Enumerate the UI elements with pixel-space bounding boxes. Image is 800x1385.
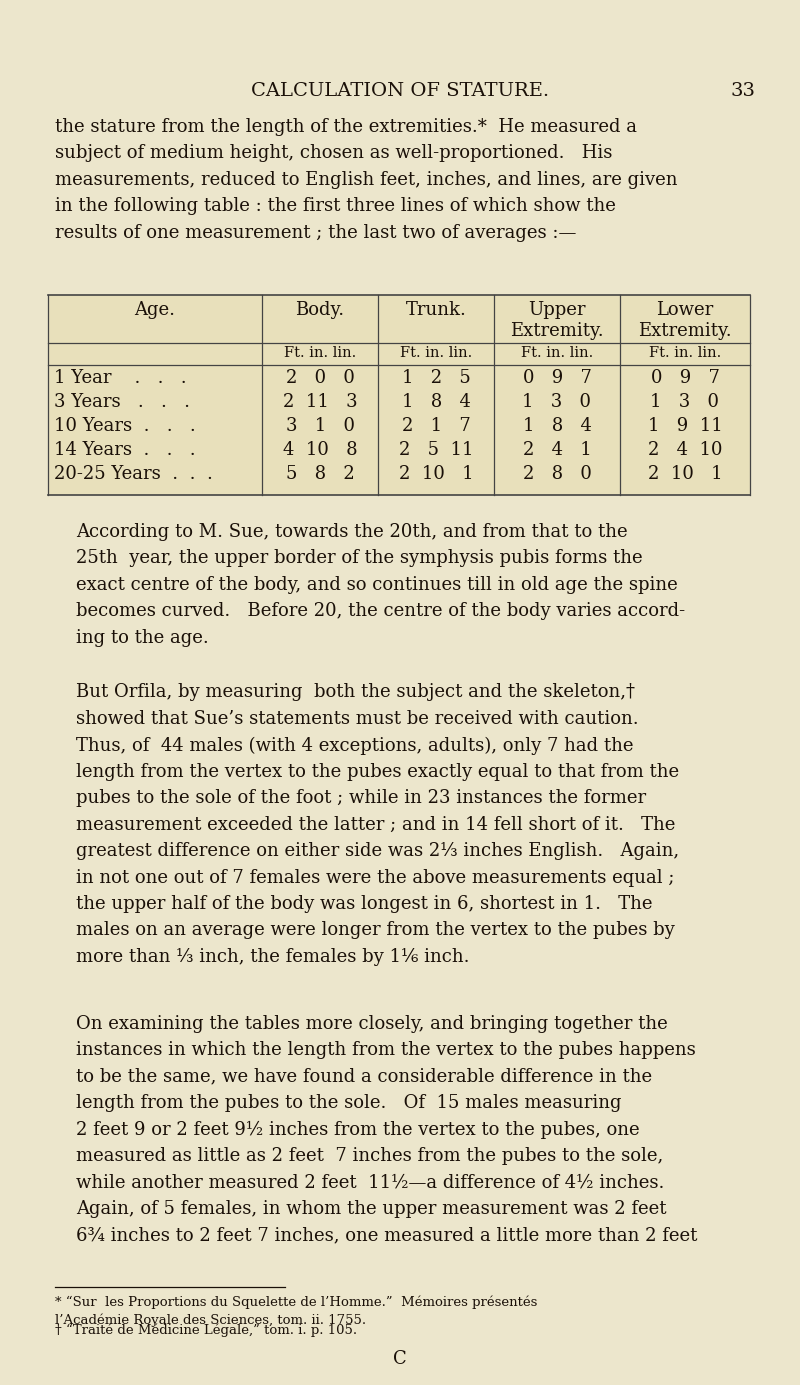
Text: 0   9   7: 0 9 7 [522,368,591,386]
Text: Ft. in. lin.: Ft. in. lin. [649,346,721,360]
Text: Body.: Body. [295,301,345,319]
Text: 2   4   1: 2 4 1 [522,440,591,458]
Text: 5   8   2: 5 8 2 [286,465,354,483]
Text: 2   0   0: 2 0 0 [286,368,354,386]
Text: C: C [393,1350,407,1368]
Text: Upper
Extremity.: Upper Extremity. [510,301,604,341]
Text: 20-25 Years  .  .  .: 20-25 Years . . . [54,465,213,483]
Text: Ft. in. lin.: Ft. in. lin. [400,346,472,360]
Text: 1   2   5: 1 2 5 [402,368,470,386]
Text: 14 Years  .   .   .: 14 Years . . . [54,440,196,458]
Text: 3 Years   .   .   .: 3 Years . . . [54,393,190,411]
Text: 2   5  11: 2 5 11 [398,440,474,458]
Text: Trunk.: Trunk. [406,301,466,319]
Text: 1   8   4: 1 8 4 [522,417,591,435]
Text: Lower
Extremity.: Lower Extremity. [638,301,732,341]
Text: * “Sur  les Proportions du Squelette de l’Homme.”  Mémoires présentés
l’Académie: * “Sur les Proportions du Squelette de l… [55,1295,538,1327]
Text: † “Traité de Médicine Légale,” tom. i. p. 105.: † “Traité de Médicine Légale,” tom. i. p… [55,1324,357,1337]
Text: the stature from the length of the extremities.*  He measured a
subject of mediu: the stature from the length of the extre… [55,118,678,241]
Text: 1   8   4: 1 8 4 [402,393,470,411]
Text: 1   3   0: 1 3 0 [650,393,719,411]
Text: 2   1   7: 2 1 7 [402,417,470,435]
Text: Ft. in. lin.: Ft. in. lin. [521,346,593,360]
Text: 2   4  10: 2 4 10 [648,440,722,458]
Text: 2   8   0: 2 8 0 [522,465,591,483]
Text: But Orfila, by measuring  both the subject and the skeleton,†
showed that Sue’s : But Orfila, by measuring both the subjec… [76,683,679,965]
Text: CALCULATION OF STATURE.: CALCULATION OF STATURE. [251,82,549,100]
Text: 1   3   0: 1 3 0 [522,393,591,411]
Text: 10 Years  .   .   .: 10 Years . . . [54,417,196,435]
Text: 33: 33 [730,82,755,100]
Text: According to M. Sue, towards the 20th, and from that to the
25th  year, the uppe: According to M. Sue, towards the 20th, a… [76,524,685,647]
Text: 0   9   7: 0 9 7 [650,368,719,386]
Text: Ft. in. lin.: Ft. in. lin. [284,346,356,360]
Text: 1 Year    .   .   .: 1 Year . . . [54,368,186,386]
Text: 2  11   3: 2 11 3 [282,393,358,411]
Bar [48,295,750,494]
Text: 1   9  11: 1 9 11 [648,417,722,435]
Text: 2  10   1: 2 10 1 [398,465,474,483]
Text: On examining the tables more closely, and bringing together the
instances in whi: On examining the tables more closely, an… [76,1015,698,1244]
Text: 3   1   0: 3 1 0 [286,417,354,435]
Text: Age.: Age. [134,301,175,319]
Text: 4  10   8: 4 10 8 [282,440,358,458]
Text: 2  10   1: 2 10 1 [648,465,722,483]
